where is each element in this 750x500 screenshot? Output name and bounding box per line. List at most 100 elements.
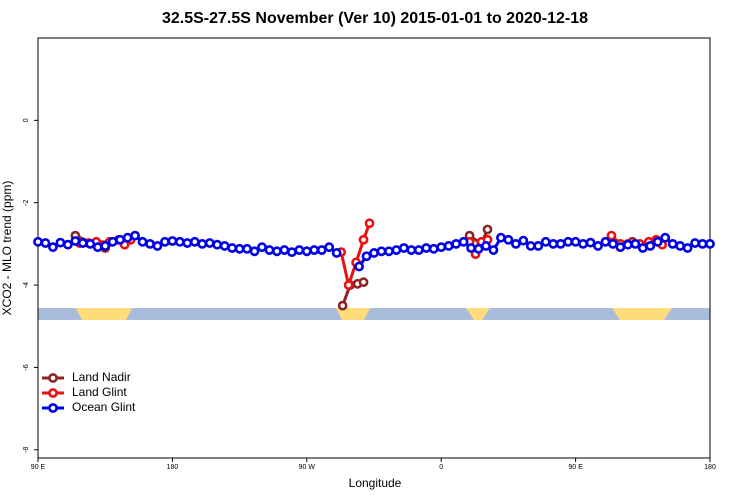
data-point	[70, 236, 81, 246]
data-point	[48, 242, 58, 253]
data-point	[376, 246, 387, 257]
data-point	[337, 300, 348, 311]
data-point	[364, 218, 375, 229]
data-point	[167, 236, 178, 246]
data-point	[496, 232, 506, 243]
data-point	[682, 243, 693, 253]
data-point	[264, 245, 275, 255]
data-point	[652, 236, 663, 247]
legend-label: Land Nadir	[72, 370, 131, 384]
data-point	[272, 246, 282, 257]
data-point	[204, 238, 215, 248]
x-tick-label: 180	[704, 464, 716, 471]
data-point	[593, 241, 603, 251]
data-point	[212, 239, 223, 250]
x-tick-label: 90 E	[568, 464, 583, 471]
y-tick-label: 0	[23, 118, 30, 122]
data-point	[570, 236, 581, 247]
data-point	[600, 236, 611, 247]
data-point	[660, 232, 671, 243]
data-point	[137, 236, 148, 247]
y-tick-label: -6	[23, 364, 30, 370]
data-point	[160, 236, 170, 247]
series	[33, 230, 715, 272]
data-point	[533, 241, 544, 251]
data-point	[62, 239, 73, 250]
y-tick-label: -4	[23, 282, 30, 288]
data-point	[92, 242, 103, 253]
data-point	[279, 245, 290, 255]
data-point	[667, 238, 678, 249]
data-point	[152, 241, 163, 251]
data-point	[510, 238, 521, 249]
data-point	[354, 261, 364, 272]
x-tick-label: 90 W	[299, 464, 316, 471]
data-point	[249, 246, 260, 257]
land-strip	[612, 308, 672, 320]
data-point	[324, 242, 335, 253]
data-point	[436, 242, 447, 253]
data-point	[219, 241, 230, 251]
data-point	[182, 238, 193, 248]
data-point	[358, 234, 369, 245]
data-point	[234, 243, 245, 254]
land-strip	[76, 308, 132, 320]
data-point	[608, 238, 618, 249]
data-point	[301, 246, 312, 257]
data-point	[637, 243, 648, 253]
data-point	[384, 246, 394, 257]
data-point	[189, 236, 200, 247]
data-point	[615, 242, 626, 253]
legend-label: Ocean Glint	[72, 400, 136, 414]
data-point	[343, 280, 354, 290]
data-point	[540, 236, 551, 247]
data-point	[331, 248, 342, 258]
data-point	[242, 243, 252, 254]
data-point	[55, 237, 66, 248]
x-tick-label: 0	[439, 464, 443, 471]
land-strip	[466, 308, 490, 320]
data-point	[309, 245, 320, 255]
land-strip	[336, 308, 370, 320]
data-point	[606, 230, 617, 241]
y-axis-label: XCO2 - MLO trend (ppm)	[0, 181, 14, 316]
data-point	[286, 247, 297, 258]
data-point	[369, 248, 379, 258]
plot-frame	[37, 37, 711, 459]
data-point	[413, 245, 424, 255]
data-point	[40, 238, 51, 248]
data-point	[316, 245, 327, 255]
data-point	[107, 236, 118, 247]
data-point	[294, 245, 305, 255]
data-point	[622, 239, 633, 250]
data-point	[398, 243, 409, 253]
data-point	[481, 241, 491, 251]
data-point	[458, 236, 469, 247]
data-point	[85, 238, 96, 249]
data-point	[358, 277, 369, 288]
data-point	[361, 251, 372, 262]
data-point	[421, 243, 432, 253]
ocean-strip	[38, 308, 710, 320]
data-point	[555, 238, 566, 249]
data-point	[630, 238, 641, 249]
data-point	[443, 241, 454, 251]
data-point	[227, 243, 238, 253]
data-point	[548, 238, 559, 249]
data-point	[578, 238, 588, 249]
data-point	[525, 241, 536, 251]
y-tick-label: -8	[23, 447, 30, 453]
legend-label: Land Glint	[72, 385, 127, 399]
data-point	[391, 245, 402, 255]
y-tick-label: -2	[23, 199, 30, 205]
legend-marker	[48, 403, 58, 413]
x-tick-label: 180	[167, 464, 179, 471]
data-point	[197, 238, 208, 249]
data-point	[482, 224, 493, 235]
legend-marker	[48, 388, 58, 398]
data-point	[174, 236, 185, 247]
x-tick-label: 90 E	[31, 464, 46, 471]
data-point	[77, 238, 88, 248]
data-point	[473, 243, 484, 254]
